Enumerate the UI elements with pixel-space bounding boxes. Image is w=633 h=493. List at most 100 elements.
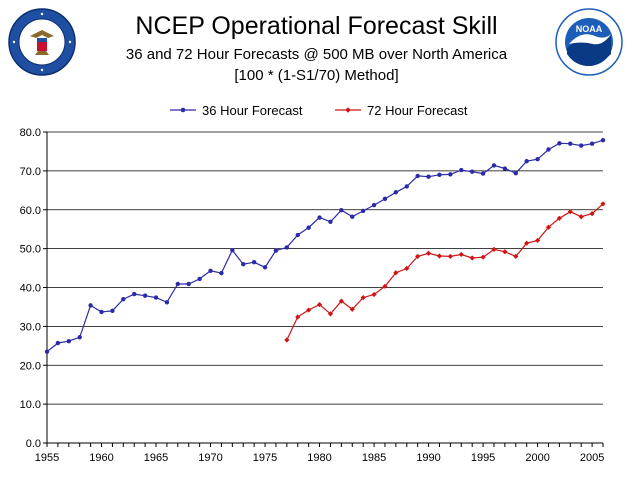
series-line-0 — [46, 139, 604, 353]
series-1-point-1990 — [425, 250, 432, 256]
series-1-point-2004 — [578, 214, 584, 220]
x-tick-label-1995: 1995 — [471, 452, 495, 464]
series-1-point-1987 — [393, 270, 399, 276]
department-of-commerce-seal-icon — [8, 8, 76, 76]
y-tick-label-3: 30.0 — [20, 321, 41, 333]
y-tick-label-5: 50.0 — [20, 244, 41, 256]
chart-title: NCEP Operational Forecast Skill — [135, 12, 498, 40]
x-axis-ticks: 1955 1960 1965 1970 1975 1980 1985 1990 1995 2000… — [35, 443, 604, 464]
series-1-point-2003 — [567, 209, 573, 215]
legend-marker-72h — [345, 107, 351, 113]
series-1-point-1989 — [415, 253, 421, 259]
y-axis-ticks: 0.0 10.0 20.0 30.0 40.0 50.0 60.0 70.0 80.0 — [20, 127, 47, 450]
series-1-point-1978 — [295, 314, 301, 320]
series-0-point-1995 — [480, 171, 486, 176]
series-1-point-2006 — [600, 201, 606, 207]
series-0-point-1970 — [208, 268, 213, 273]
y-tick-label-8: 80.0 — [20, 127, 41, 139]
x-tick-label-1970: 1970 — [198, 452, 222, 464]
series-0-point-1968 — [186, 281, 191, 287]
series-1-point-2005 — [589, 211, 595, 217]
series-0-point-1996 — [491, 163, 497, 168]
series-1-point-1977 — [284, 337, 290, 343]
series-1-point-1991 — [436, 253, 443, 259]
series-0-point-1955 — [44, 349, 50, 354]
noaa-logo-text: NOAA — [576, 24, 603, 34]
series-1-point-1986 — [382, 283, 388, 289]
series-1-point-2001 — [545, 224, 552, 230]
y-tick-label-0: 0.0 — [26, 438, 41, 450]
series-0-point-1999 — [524, 158, 529, 164]
series-0-point-1992 — [448, 172, 453, 177]
series-0-point-1977 — [284, 245, 290, 250]
series-1-point-1997 — [502, 249, 508, 255]
series-layer — [44, 137, 606, 354]
series-0-point-2005 — [589, 141, 595, 146]
series-0-point-1982 — [339, 207, 344, 213]
series-1-point-1995 — [480, 254, 486, 260]
series-1-point-1982 — [338, 298, 344, 304]
series-0-point-1989 — [415, 173, 420, 179]
series-0-point-1974 — [251, 260, 257, 265]
series-1-point-1983 — [349, 306, 355, 312]
series-0-point-1980 — [317, 215, 322, 220]
series-line-1 — [286, 203, 604, 341]
series-0-point-1973 — [241, 261, 246, 267]
series-0-point-1975 — [262, 265, 268, 270]
series-0-point-2003 — [568, 141, 573, 146]
series-0-point-1988 — [404, 184, 409, 189]
series-1-point-1984 — [360, 295, 366, 301]
series-1-point-1994 — [469, 255, 475, 261]
series-0-point-1990 — [426, 174, 431, 179]
series-1-point-1988 — [404, 265, 410, 272]
x-tick-label-1965: 1965 — [144, 452, 168, 464]
series-1-point-1980 — [316, 302, 323, 308]
series-1-point-1999 — [524, 240, 530, 246]
series-1-point-1996 — [491, 246, 497, 253]
series-0-point-2002 — [557, 141, 562, 146]
series-0-point-2006 — [600, 137, 606, 143]
series-0-point-2004 — [578, 143, 584, 148]
chart-subtitle-line-2: [100 * (1-S1/70) Method] — [234, 67, 399, 84]
series-0-point-1993 — [459, 167, 464, 173]
noaa-logo-icon: NOAA — [555, 8, 623, 76]
series-0-point-1965 — [153, 295, 159, 300]
series-0-point-1961 — [110, 308, 115, 314]
x-tick-label-1955: 1955 — [35, 452, 59, 464]
y-tick-label-7: 70.0 — [20, 166, 41, 178]
x-tick-label-1980: 1980 — [307, 452, 331, 464]
legend: 36 Hour Forecast 72 Hour Forecast — [170, 103, 468, 118]
series-1-point-2002 — [556, 215, 562, 221]
series-0-point-1958 — [77, 335, 82, 340]
series-0-point-1959 — [88, 303, 93, 308]
y-tick-label-6: 60.0 — [20, 205, 41, 217]
series-1-point-1992 — [447, 253, 453, 259]
series-0-point-1963 — [132, 291, 137, 297]
series-1-point-1985 — [371, 291, 377, 298]
series-0-point-1997 — [502, 166, 508, 171]
y-tick-label-2: 20.0 — [20, 360, 41, 372]
series-0-point-1962 — [121, 296, 126, 302]
series-0-point-1991 — [437, 172, 442, 177]
y-tick-label-1: 10.0 — [20, 399, 41, 411]
series-0-point-1984 — [360, 208, 366, 214]
series-0-point-1957 — [66, 338, 72, 344]
series-0-point-1971 — [219, 270, 224, 276]
series-0-point-1983 — [350, 214, 355, 219]
series-0-point-1969 — [197, 276, 202, 282]
series-0-point-1978 — [295, 232, 300, 238]
x-tick-label-1990: 1990 — [416, 452, 440, 464]
series-1-point-1998 — [513, 253, 519, 259]
series-1-point-1979 — [306, 307, 312, 313]
series-0-point-1976 — [273, 248, 279, 253]
x-tick-label-1985: 1985 — [362, 452, 386, 464]
grid-lines — [47, 131, 603, 444]
x-tick-label-2005: 2005 — [580, 452, 604, 464]
series-0-point-1972 — [230, 247, 235, 253]
y-tick-label-4: 40.0 — [20, 283, 41, 295]
series-0-point-1998 — [513, 171, 518, 176]
series-1-point-1981 — [327, 311, 334, 317]
series-0-point-2000 — [535, 157, 540, 162]
x-tick-label-1975: 1975 — [253, 452, 277, 464]
